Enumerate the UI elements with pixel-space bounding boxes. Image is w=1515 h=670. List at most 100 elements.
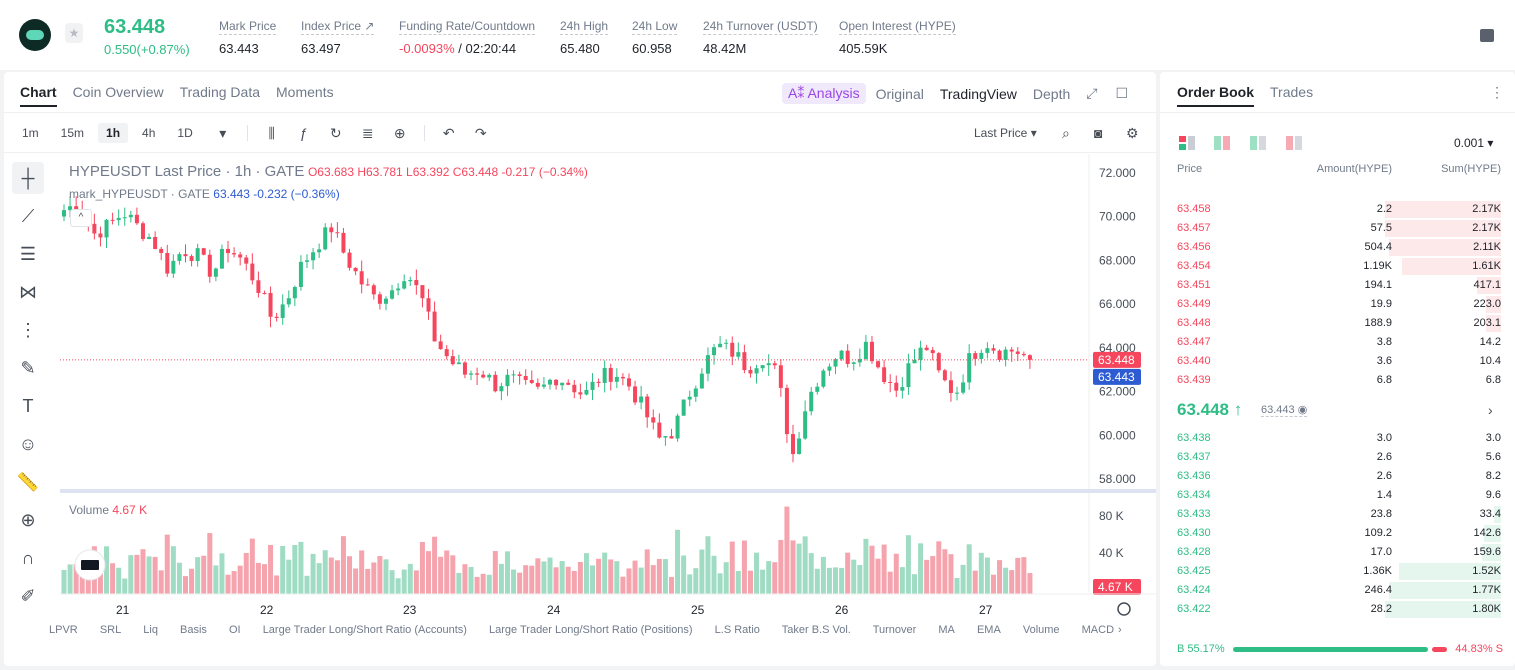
- indicator-basis[interactable]: Basis: [180, 624, 207, 636]
- stat-mark-price[interactable]: Mark Price 63.443: [219, 19, 277, 56]
- camera-icon[interactable]: ◙: [1094, 125, 1103, 141]
- book-mode-bids-icon[interactable]: [1250, 136, 1266, 150]
- settings-gear-icon[interactable]: ⚙: [1126, 125, 1139, 141]
- indicator-ema[interactable]: EMA: [976, 624, 1001, 636]
- bid-row[interactable]: 63.425 1.36K 1.52K: [1160, 562, 1515, 581]
- ask-row[interactable]: 63.456 504.4 2.11K: [1160, 238, 1515, 257]
- indicator-macd[interactable]: MACD: [1081, 624, 1115, 636]
- collapse-legend-button[interactable]: ^: [70, 209, 92, 227]
- volume-bar: [820, 556, 826, 594]
- redo-icon[interactable]: ↷: [474, 125, 487, 141]
- text-tool-icon[interactable]: T: [22, 396, 34, 416]
- volume-bar: [802, 536, 808, 594]
- tab-moments[interactable]: Moments: [276, 84, 334, 100]
- bid-amount: 109.2: [1364, 527, 1392, 539]
- bid-row[interactable]: 63.433 23.8 33.4: [1160, 505, 1515, 524]
- tab-chart[interactable]: Chart: [20, 84, 57, 107]
- price-chart[interactable]: 72.000 70.000 68.000 66.000 64.000 62.000 60.0…: [4, 72, 1156, 666]
- stat-open-interest[interactable]: Open Interest (HYPE) 405.59K: [839, 19, 956, 56]
- tab-trades[interactable]: Trades: [1270, 84, 1314, 100]
- magnet-icon[interactable]: ∩: [21, 548, 35, 568]
- replay-icon[interactable]: ↻: [329, 125, 342, 141]
- last-price-tag-bg: [1093, 351, 1141, 368]
- guide-book-icon[interactable]: [1480, 29, 1494, 42]
- stat-index-price[interactable]: Index Price ↗ 63.497: [301, 19, 375, 56]
- volume-bar: [614, 561, 620, 594]
- template-icon[interactable]: ≣: [361, 125, 374, 141]
- add-indicator-icon[interactable]: ⊕: [393, 125, 406, 141]
- chevron-right-icon[interactable]: ›: [1118, 624, 1122, 636]
- ruler-icon[interactable]: 📏: [16, 472, 40, 492]
- favorite-star-icon[interactable]: ★: [65, 23, 83, 43]
- indicator-turnover[interactable]: Turnover: [872, 624, 917, 636]
- candle-body: [991, 348, 996, 351]
- undo-icon[interactable]: ↶: [442, 125, 455, 141]
- bid-row[interactable]: 63.430 109.2 142.6: [1160, 524, 1515, 543]
- ask-row[interactable]: 63.454 1.19K 1.61K: [1160, 257, 1515, 276]
- price-axis-label: 58.000: [1099, 472, 1136, 486]
- ai-analysis-button[interactable]: A⁑ Analysis: [782, 83, 866, 104]
- bid-row[interactable]: 63.437 2.6 5.6: [1160, 448, 1515, 467]
- view-depth[interactable]: Depth: [1032, 85, 1071, 102]
- bid-row[interactable]: 63.436 2.6 8.2: [1160, 467, 1515, 486]
- search-icon[interactable]: ⌕: [1062, 125, 1070, 141]
- ask-row[interactable]: 63.449 19.9 223.0: [1160, 295, 1515, 314]
- tf-1h[interactable]: 1h: [98, 123, 129, 143]
- indicator-ls-ratio[interactable]: L.S Ratio: [714, 624, 760, 636]
- ask-row[interactable]: 63.458 2.2 2.17K: [1160, 200, 1515, 219]
- brush-icon[interactable]: ✎: [20, 358, 36, 378]
- ask-row[interactable]: 63.451 194.1 417.1: [1160, 276, 1515, 295]
- book-mode-asks-icon[interactable]: [1286, 136, 1302, 150]
- indicator-liq[interactable]: Liq: [143, 624, 158, 636]
- emoji-icon[interactable]: ☺: [18, 434, 38, 454]
- crosshair-icon[interactable]: ┼: [12, 162, 44, 194]
- indicator-volume[interactable]: Volume: [1022, 624, 1060, 636]
- trend-line-icon[interactable]: ⟋: [21, 206, 35, 226]
- ask-row[interactable]: 63.457 57.5 2.17K: [1160, 219, 1515, 238]
- ask-row[interactable]: 63.448 188.9 203.1: [1160, 314, 1515, 333]
- fib-icon[interactable]: ⋮: [19, 320, 37, 340]
- precision-select[interactable]: 0.001 ▾: [1454, 136, 1494, 150]
- horizontal-lines-icon[interactable]: ☰: [19, 244, 37, 264]
- candle-type-icon[interactable]: ⫼: [268, 125, 275, 141]
- indicator-taker-vol[interactable]: Taker B.S Vol.: [781, 624, 851, 636]
- indicators-icon[interactable]: ƒ: [299, 125, 308, 141]
- indicator-oi[interactable]: OI: [229, 624, 241, 636]
- book-mode-split-icon[interactable]: [1214, 136, 1230, 150]
- ask-row[interactable]: 63.439 6.8 6.8: [1160, 371, 1515, 390]
- chevron-down-icon[interactable]: ▾: [219, 125, 227, 141]
- pattern-icon[interactable]: ⋈: [19, 282, 37, 302]
- indicator-ma[interactable]: MA: [938, 624, 955, 636]
- window-icon[interactable]: ☐: [1115, 85, 1129, 101]
- indicator-ltlsr-accounts[interactable]: Large Trader Long/Short Ratio (Accounts): [262, 624, 467, 636]
- zoom-in-icon[interactable]: ⊕: [20, 510, 36, 530]
- chevron-right-icon[interactable]: ›: [1488, 402, 1493, 418]
- tab-trading-data[interactable]: Trading Data: [179, 84, 261, 100]
- tab-order-book[interactable]: Order Book: [1177, 84, 1255, 107]
- tab-coin-overview[interactable]: Coin Overview: [72, 84, 164, 100]
- bid-row[interactable]: 63.434 1.4 9.6: [1160, 486, 1515, 505]
- bid-row[interactable]: 63.428 17.0 159.6: [1160, 543, 1515, 562]
- ask-row[interactable]: 63.440 3.6 10.4: [1160, 352, 1515, 371]
- more-icon[interactable]: ⋮: [1490, 84, 1504, 100]
- pencil-icon[interactable]: ✐: [20, 586, 36, 606]
- indicator-lpvr[interactable]: LPVR: [49, 624, 78, 636]
- bid-row[interactable]: 63.422 28.2 1.80K: [1160, 600, 1515, 619]
- bid-row[interactable]: 63.438 3.0 3.0: [1160, 429, 1515, 448]
- stat-funding-rate[interactable]: Funding Rate/Countdown -0.0093% / 02:20:…: [399, 19, 536, 56]
- view-tradingview[interactable]: TradingView: [939, 85, 1017, 102]
- expand-icon[interactable]: ⤢: [1086, 85, 1098, 101]
- tf-1m[interactable]: 1m: [22, 126, 39, 140]
- tf-15m[interactable]: 15m: [60, 126, 85, 140]
- indicator-srl[interactable]: SRL: [99, 624, 122, 636]
- last-price-select[interactable]: Last Price ▾: [974, 126, 1037, 140]
- tf-4h[interactable]: 4h: [142, 126, 156, 140]
- indicator-ltlsr-positions[interactable]: Large Trader Long/Short Ratio (Positions…: [488, 624, 693, 636]
- candle-body: [821, 370, 826, 387]
- ask-row[interactable]: 63.447 3.8 14.2: [1160, 333, 1515, 352]
- bid-sum: 1.77K: [1472, 584, 1501, 596]
- view-original[interactable]: Original: [875, 85, 924, 102]
- book-mode-both-icon[interactable]: [1179, 136, 1195, 150]
- bid-row[interactable]: 63.424 246.4 1.77K: [1160, 581, 1515, 600]
- tf-1d[interactable]: 1D: [177, 126, 193, 140]
